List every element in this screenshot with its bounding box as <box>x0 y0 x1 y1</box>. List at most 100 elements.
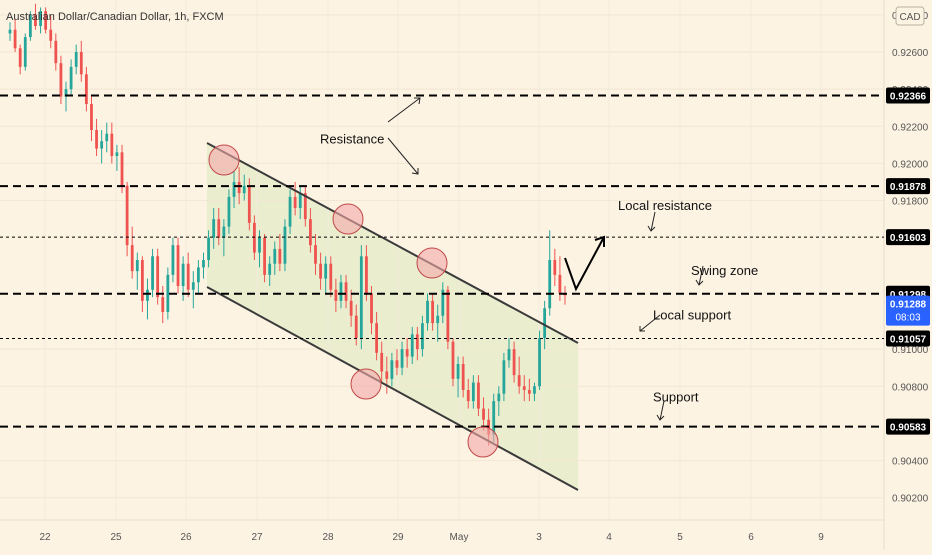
candle-body <box>466 390 470 402</box>
candle-body <box>263 237 266 275</box>
candle-body <box>49 29 53 41</box>
channel-touch-circle <box>332 203 364 235</box>
currency-badge-frame <box>895 6 925 26</box>
candle-body <box>34 14 37 26</box>
chart-annotation[interactable]: Support <box>653 389 699 404</box>
time-tick-label: 27 <box>251 532 263 543</box>
candle-body <box>268 263 272 275</box>
channel-touch-circle <box>467 426 499 458</box>
local-resistance-arrow <box>650 211 656 232</box>
candle-body <box>517 375 521 387</box>
currency-badge[interactable]: CAD <box>895 6 925 26</box>
projection-path <box>564 235 605 292</box>
price-badges: 0.92366 0.91878 0.91603 0.91298 0.91057 0.905… <box>886 87 930 435</box>
candle-body <box>130 245 134 272</box>
level-price-badge <box>886 229 930 246</box>
chart-annotation[interactable]: Swing zone <box>691 263 758 278</box>
candle-body <box>115 152 119 156</box>
candle-body <box>59 63 63 97</box>
chart-title: Australian Dollar/Canadian Dollar, 1h, F… <box>6 11 224 23</box>
chart-annotation[interactable]: Local resistance <box>618 198 712 213</box>
time-axis[interactable]: 22 25 26 27 28 29 May 3 4 5 6 9 <box>39 532 824 543</box>
candle-body <box>8 29 12 34</box>
candle-body <box>79 52 83 75</box>
time-tick-label: 9 <box>818 532 824 543</box>
candle-body <box>492 401 496 435</box>
price-tick-label: 0.90400 <box>892 457 929 468</box>
candle-body <box>196 267 200 283</box>
candle-body <box>309 219 312 246</box>
candle-body <box>207 237 210 260</box>
level-price-label: 0.91878 <box>890 182 927 193</box>
candle-body <box>120 152 124 186</box>
candle-body <box>385 371 389 379</box>
candle-body <box>533 386 536 394</box>
candle-body <box>456 364 460 379</box>
candle-body <box>151 256 154 290</box>
level-price-label: 0.91603 <box>890 233 927 244</box>
candle-body <box>217 219 221 238</box>
candle-body <box>44 11 48 30</box>
candle-body <box>344 282 348 301</box>
time-tick-label: May <box>450 532 469 543</box>
level-price-badge <box>886 418 930 435</box>
candle-body <box>278 248 282 264</box>
candle-body <box>395 360 399 368</box>
time-tick-label: 5 <box>677 532 683 543</box>
chart-annotation[interactable]: Resistance <box>320 131 384 146</box>
candle-body <box>84 74 88 104</box>
level-layer <box>0 94 884 428</box>
candle-body <box>477 382 480 409</box>
currency-badge-label: CAD <box>899 12 920 23</box>
price-tick-label: 0.92600 <box>892 48 929 59</box>
candle-body <box>232 182 236 197</box>
candle-body <box>380 352 384 372</box>
chart-annotation[interactable]: Local support <box>653 308 731 323</box>
time-tick-label: 3 <box>536 532 542 543</box>
candle-body <box>558 274 562 294</box>
candle-body <box>212 219 216 238</box>
candle-body <box>13 29 17 49</box>
candle-body <box>390 360 394 379</box>
candle-body <box>497 393 501 402</box>
time-tick-label: 26 <box>180 532 192 543</box>
channel-upper-trendline[interactable] <box>206 142 579 344</box>
channel-touch-circle <box>208 144 240 176</box>
channel-lower-trendline[interactable] <box>206 286 579 491</box>
arrowhead <box>656 414 665 421</box>
candle-body <box>553 260 557 275</box>
candle-body <box>28 14 32 38</box>
swing-zone-arrow <box>698 265 704 286</box>
time-tick-label: 4 <box>606 532 612 543</box>
candle-body <box>543 308 547 338</box>
arrowhead <box>411 168 419 175</box>
candle-body <box>247 185 251 223</box>
candle-body <box>191 282 195 290</box>
resistance-arrow-down <box>387 137 419 175</box>
candle-body <box>471 382 475 402</box>
candle-body <box>273 248 277 264</box>
current-price-label: 0.91288 <box>890 300 927 311</box>
candle-body <box>161 297 165 312</box>
candle-body <box>110 133 114 156</box>
candle-body <box>354 315 358 338</box>
candle-body <box>171 245 175 275</box>
candle-body <box>334 289 338 301</box>
price-tick-label: 0.91800 <box>892 197 929 208</box>
candle-body <box>202 260 205 268</box>
candle-body <box>319 263 322 279</box>
candle-body <box>166 274 170 312</box>
candle-body <box>227 196 231 227</box>
support-arrow <box>659 400 665 421</box>
candle-body <box>482 408 485 420</box>
candle-body <box>441 289 445 316</box>
candle-body <box>69 66 73 90</box>
candle-body <box>314 245 317 264</box>
candle-body <box>74 52 78 67</box>
candle-body <box>283 226 287 264</box>
candle-layer <box>8 3 567 446</box>
candle-body <box>293 196 297 208</box>
candle-body <box>222 226 226 238</box>
grid-layer <box>0 14 884 499</box>
